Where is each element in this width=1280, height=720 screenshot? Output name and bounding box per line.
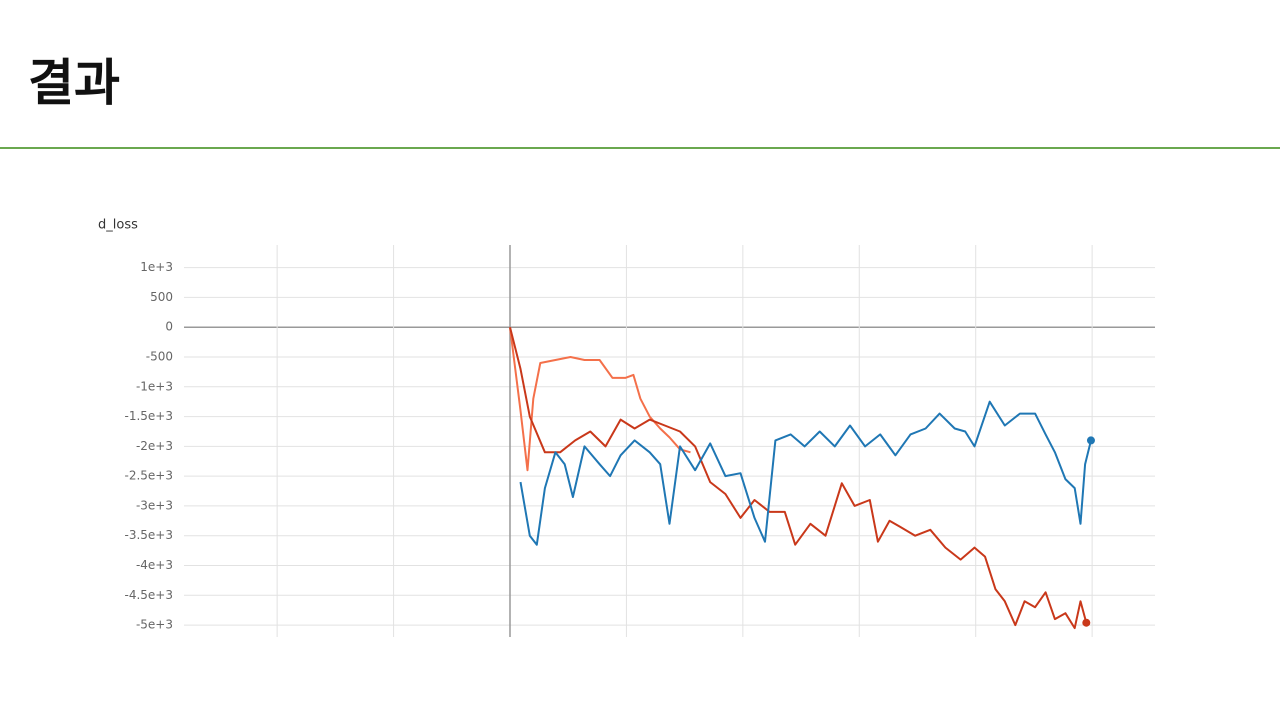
y-tick-label: 0	[165, 320, 173, 334]
y-tick-label: 1e+3	[140, 260, 173, 274]
y-tick-label: -1e+3	[136, 379, 173, 393]
divider	[0, 147, 1280, 149]
line-series	[509, 327, 691, 472]
y-tick-label: -5e+3	[136, 618, 173, 632]
line-series	[509, 326, 1088, 630]
end-point	[1082, 618, 1091, 627]
y-tick-label: 500	[150, 290, 173, 304]
line-series	[519, 400, 1092, 546]
y-tick-label: -4e+3	[136, 558, 173, 572]
chart-title: d_loss	[98, 218, 138, 233]
y-tick-label: -1.5e+3	[125, 409, 174, 423]
y-tick-label: -3.5e+3	[125, 528, 174, 542]
y-tick-label: -500	[146, 350, 173, 364]
y-tick-label: -3e+3	[136, 498, 173, 512]
slide-title: 결과	[28, 54, 120, 112]
y-tick-label: -4.5e+3	[125, 588, 174, 602]
end-point	[1086, 436, 1095, 445]
y-tick-label: -2e+3	[136, 439, 173, 453]
y-tick-label: -2.5e+3	[125, 469, 174, 483]
